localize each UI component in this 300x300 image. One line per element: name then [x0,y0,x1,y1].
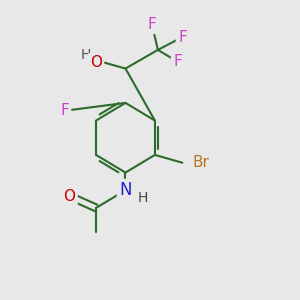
Text: F: F [148,17,156,32]
Text: F: F [60,103,69,118]
Text: N: N [119,181,132,199]
Text: Br: Br [192,155,209,170]
Text: H: H [138,191,148,205]
Text: O: O [64,189,76,204]
Text: O: O [90,55,102,70]
Text: F: F [173,54,182,69]
Text: F: F [178,30,187,45]
Text: H: H [81,48,92,62]
